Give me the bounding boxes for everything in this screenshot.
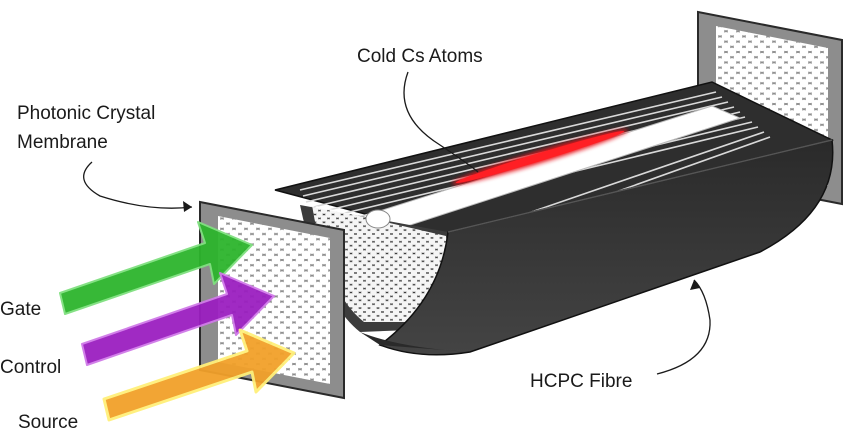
control-arrow-icon xyxy=(81,272,275,366)
gate-label: Gate xyxy=(0,299,41,320)
hcpc-fibre xyxy=(274,81,834,356)
source-label: Source xyxy=(18,412,78,433)
cold-atoms-label: Cold Cs Atoms xyxy=(357,46,483,67)
membrane-label-line2: Membrane xyxy=(17,132,108,153)
control-label: Control xyxy=(0,357,61,378)
gate-arrow-icon xyxy=(59,221,253,315)
membrane-label-line1: Photonic Crystal xyxy=(17,103,155,124)
fibre-label: HCPC Fibre xyxy=(530,371,632,392)
leader-lines xyxy=(83,71,711,375)
source-arrow-icon xyxy=(102,328,296,422)
leader-arrowheads xyxy=(183,201,700,290)
